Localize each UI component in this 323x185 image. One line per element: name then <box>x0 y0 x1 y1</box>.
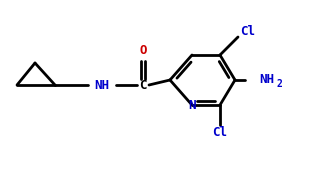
Text: NH: NH <box>259 73 274 85</box>
Text: NH: NH <box>95 78 109 92</box>
Text: C: C <box>139 78 147 92</box>
Text: 2: 2 <box>277 79 283 89</box>
Text: N: N <box>188 98 196 112</box>
Text: Cl: Cl <box>213 127 227 139</box>
Text: O: O <box>139 43 147 56</box>
Text: Cl: Cl <box>241 24 255 38</box>
